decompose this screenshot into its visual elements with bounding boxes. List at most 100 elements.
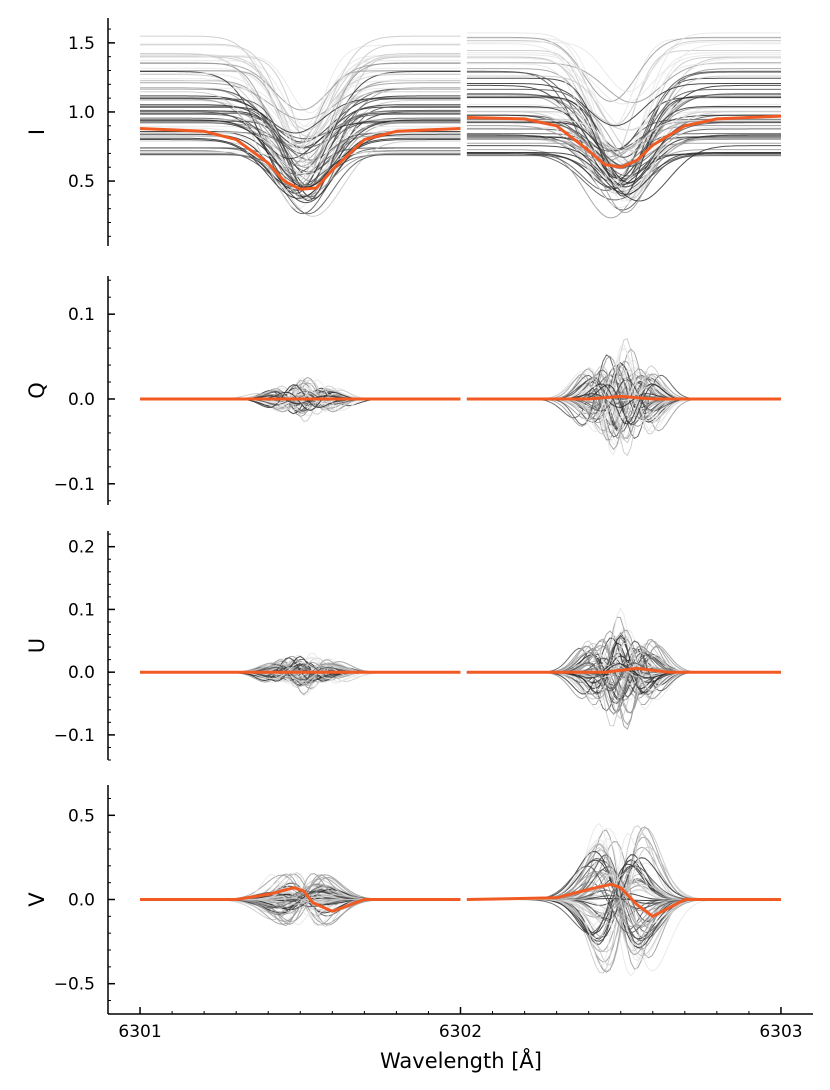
individual-profile-I-21-0 xyxy=(140,95,461,143)
individual-profile-I-63-1 xyxy=(466,111,781,199)
individual-profile-I-52-0 xyxy=(140,133,461,204)
individual-profile-I-50-0 xyxy=(140,35,461,148)
individual-profile-I-60-0 xyxy=(140,122,461,187)
individual-profile-I-38-0 xyxy=(140,125,461,178)
individual-profile-I-51-1 xyxy=(466,75,781,152)
y-tick-label-V: 0.0 xyxy=(68,891,95,911)
individual-profile-I-54-1 xyxy=(466,138,781,214)
individual-profile-I-56-0 xyxy=(140,72,461,134)
individual-profiles-U xyxy=(140,607,781,730)
individual-profile-I-66-1 xyxy=(466,119,781,152)
individual-profile-I-55-1 xyxy=(466,142,781,170)
y-tick-label-Q: −0.1 xyxy=(54,475,95,495)
y-tick-label-U: 0.1 xyxy=(68,600,95,620)
individual-profile-I-54-0 xyxy=(140,111,461,167)
y-tick-label-V: −0.5 xyxy=(54,975,95,995)
individual-profile-I-4-1 xyxy=(466,38,781,127)
individual-profile-I-40-0 xyxy=(140,82,461,121)
mean-profile-U-1 xyxy=(466,666,781,674)
individual-profile-I-61-0 xyxy=(140,87,461,167)
y-tick-label-I: 1.0 xyxy=(68,103,95,123)
individual-profile-I-52-1 xyxy=(466,106,781,180)
panel-Q: −0.1 0.0 0.1 Q xyxy=(25,276,781,505)
individual-profile-I-61-1 xyxy=(466,41,781,93)
mean-profile-V-0 xyxy=(140,886,461,913)
individual-profile-I-51-0 xyxy=(140,43,461,162)
individual-profile-I-69-0 xyxy=(140,139,461,199)
individual-profile-I-62-1 xyxy=(466,96,781,197)
individual-profile-I-46-0 xyxy=(140,60,461,128)
individual-profile-I-33-1 xyxy=(466,57,781,132)
individual-profile-I-69-1 xyxy=(466,152,781,195)
y-axis-label-Q: Q xyxy=(25,382,49,399)
y-tick-label-V: 0.5 xyxy=(68,806,95,826)
individual-profile-I-40-1 xyxy=(466,107,781,164)
individual-profile-I-65-0 xyxy=(140,151,461,176)
panel-V: −0.5 0.0 0.5 V xyxy=(25,785,781,1014)
individual-profile-I-26-0 xyxy=(140,140,461,217)
mean-profile-Q-1 xyxy=(466,394,781,401)
y-tick-label-Q: 0.0 xyxy=(68,390,95,410)
individual-profile-I-45-0 xyxy=(140,44,461,150)
x-tick-label: 6303 xyxy=(759,1022,802,1042)
individual-profile-I-6-1 xyxy=(466,36,781,102)
individual-profile-I-42-1 xyxy=(466,88,781,159)
individual-profile-I-64-0 xyxy=(140,62,461,184)
individual-profile-I-29-0 xyxy=(140,153,461,215)
individual-profile-I-3-1 xyxy=(466,50,781,161)
individual-profile-I-38-1 xyxy=(466,95,781,185)
y-tick-label-I: 0.5 xyxy=(68,172,95,192)
individual-profile-I-18-1 xyxy=(466,32,781,163)
individual-profile-I-46-1 xyxy=(466,110,781,202)
individual-profile-I-39-1 xyxy=(466,149,781,219)
individual-profile-I-43-1 xyxy=(466,153,781,190)
y-tick-label-U: 0.2 xyxy=(68,538,95,558)
individual-profiles-I xyxy=(140,32,781,219)
y-tick-label-U: 0.0 xyxy=(68,663,95,683)
mean-profile-I-1 xyxy=(466,114,782,169)
y-tick-label-Q: 0.1 xyxy=(68,305,95,325)
x-tick-label: 6302 xyxy=(439,1022,482,1042)
y-axis-label-I: I xyxy=(25,129,49,135)
individual-profile-I-63-0 xyxy=(140,91,461,191)
mean-profile-I-0 xyxy=(139,127,461,191)
individual-profile-I-44-1 xyxy=(466,54,781,105)
individual-profile-I-62-0 xyxy=(140,97,461,134)
panel-I: 0.5 1.0 1.5 I xyxy=(25,18,782,246)
individual-profile-I-7-1 xyxy=(466,56,781,193)
individual-profile-I-68-0 xyxy=(140,98,461,198)
individual-profile-I-65-1 xyxy=(466,63,781,181)
individual-profile-I-64-1 xyxy=(466,138,781,163)
individual-profile-I-24-1 xyxy=(466,40,781,126)
y-tick-label-I: 1.5 xyxy=(68,34,95,54)
individual-profile-I-8-0 xyxy=(140,106,461,186)
x-axis: 6301 6302 6303 xyxy=(108,1007,813,1042)
mean-profile-V-1 xyxy=(466,882,781,918)
individual-profile-I-66-0 xyxy=(140,132,461,175)
x-axis-label: Wavelength [Å] xyxy=(380,1047,542,1073)
y-tick-label-U: −0.1 xyxy=(54,726,95,746)
individual-profile-I-14-0 xyxy=(140,147,461,215)
individual-profile-I-49-0 xyxy=(140,71,461,194)
individual-profile-I-1-0 xyxy=(140,127,461,202)
y-axis-label-U: U xyxy=(25,638,49,653)
panel-U: −0.1 0.0 0.1 0.2 U xyxy=(25,531,781,761)
individual-profile-I-31-0 xyxy=(140,70,461,145)
panels: 0.5 1.0 1.5 I −0.1 0.0 0.1 Q −0.1 0.0 0.1 0.2 U −0.5 0… xyxy=(25,18,782,1014)
individual-profile-I-27-0 xyxy=(140,56,461,131)
individual-profile-I-47-0 xyxy=(140,80,461,151)
individual-profile-I-34-0 xyxy=(140,113,461,173)
individual-profiles-Q xyxy=(140,338,781,457)
individual-profile-I-53-1 xyxy=(466,83,781,127)
individual-profile-I-12-1 xyxy=(466,114,781,152)
individual-profile-I-17-1 xyxy=(466,103,781,164)
x-tick-label: 6301 xyxy=(118,1022,161,1042)
individual-profile-I-58-0 xyxy=(140,152,461,197)
individual-profile-I-44-0 xyxy=(140,55,461,177)
individual-profile-I-59-1 xyxy=(466,136,781,188)
individual-profile-I-67-1 xyxy=(466,121,781,184)
individual-profile-I-41-0 xyxy=(140,109,461,140)
individual-profile-I-31-1 xyxy=(466,68,781,180)
y-axis-label-V: V xyxy=(25,892,49,907)
